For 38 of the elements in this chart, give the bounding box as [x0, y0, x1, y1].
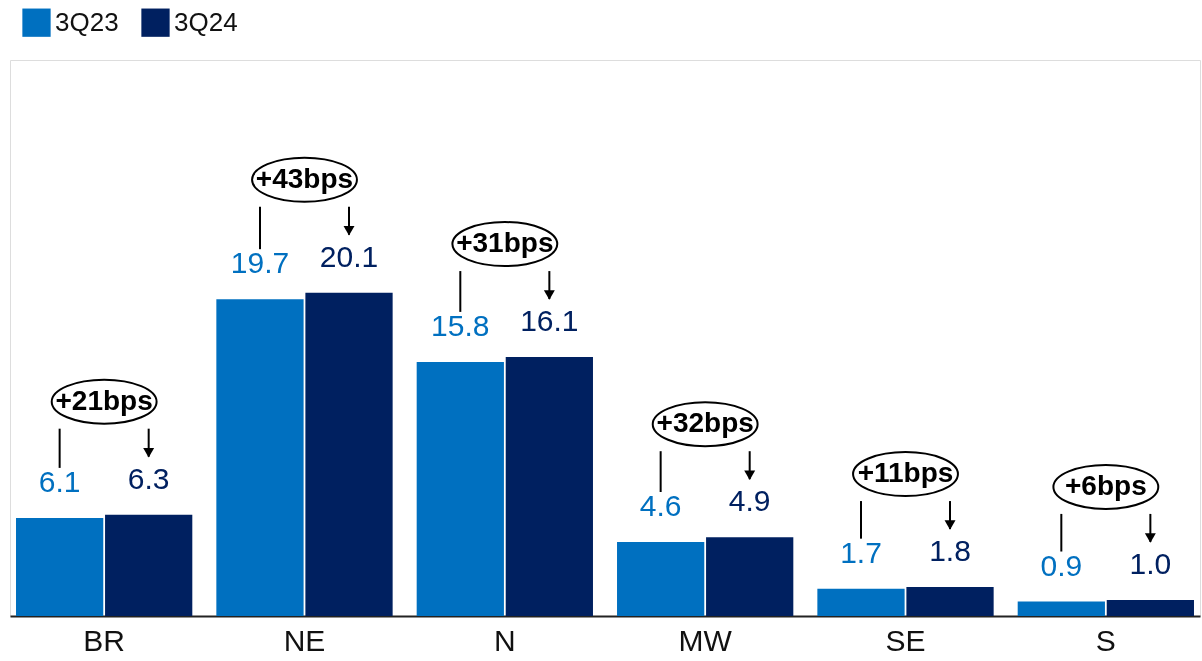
data-label: 6.1: [38, 464, 81, 498]
bar: [105, 514, 193, 616]
x-tick-label: S: [1095, 623, 1116, 657]
bar: [1106, 599, 1194, 616]
bar: [416, 361, 504, 616]
annotation: +21bps: [55, 384, 153, 416]
bar: [906, 587, 994, 616]
bar: [1017, 601, 1105, 616]
text: +43bps: [255, 162, 354, 194]
annotation: +32bps: [656, 407, 754, 439]
data-label: 1.7: [840, 535, 882, 569]
text: +31bps: [456, 227, 554, 259]
annotation: +11bps: [857, 457, 954, 489]
x-tick-label: BR: [83, 623, 125, 657]
annotation: +6bps: [1064, 469, 1147, 501]
x-tick-label: N: [494, 623, 516, 657]
x-tick-label: MW: [678, 623, 733, 657]
data-label: 4.9: [728, 484, 771, 518]
legend-label: 3Q24: [174, 6, 238, 37]
data-label: 15.8: [431, 308, 490, 342]
data-label: 1.8: [929, 534, 971, 568]
bar: [16, 517, 104, 616]
bar: [216, 299, 304, 616]
data-label: 16.1: [520, 304, 579, 338]
data-label: 20.1: [319, 239, 379, 273]
bar: [505, 357, 593, 616]
data-label: 0.9: [1040, 548, 1083, 582]
bar: [706, 537, 794, 616]
data-label: 1.0: [1129, 546, 1172, 580]
x-tick-label: SE: [885, 623, 926, 657]
x-tick-label: NE: [283, 623, 326, 657]
data-label: 19.7: [230, 246, 290, 280]
bar: [617, 542, 705, 616]
bar: [817, 588, 905, 616]
legend-label: 3Q23: [55, 6, 119, 37]
bar: [305, 292, 393, 616]
data-label: 4.6: [639, 489, 682, 523]
data-label: 6.3: [127, 461, 170, 495]
